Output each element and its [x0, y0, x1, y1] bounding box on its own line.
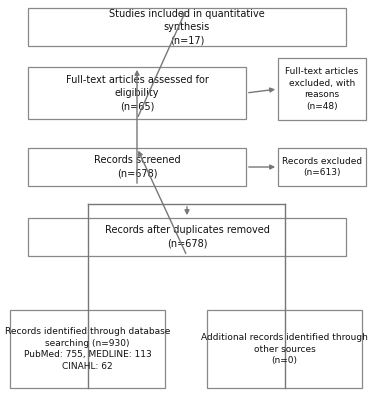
Text: Studies included in quantitative
synthesis
(n=17): Studies included in quantitative synthes… — [109, 9, 265, 45]
Text: Full-text articles
excluded, with
reasons
(n=48): Full-text articles excluded, with reason… — [285, 67, 359, 111]
Text: Full-text articles assessed for
eligibility
(n=65): Full-text articles assessed for eligibil… — [66, 75, 208, 111]
Text: Additional records identified through
other sources
(n=0): Additional records identified through ot… — [201, 333, 368, 365]
Bar — [28, 67, 246, 119]
Bar — [28, 8, 346, 46]
Bar — [10, 310, 165, 388]
Bar — [207, 310, 362, 388]
Bar — [278, 58, 366, 120]
Bar — [28, 148, 246, 186]
Text: Records identified through database
searching (n=930)
PubMed: 755, MEDLINE: 113
: Records identified through database sear… — [5, 327, 170, 371]
Bar — [278, 148, 366, 186]
Text: Records screened
(n=678): Records screened (n=678) — [94, 155, 180, 178]
Text: Records excluded
(n=613): Records excluded (n=613) — [282, 156, 362, 178]
Bar — [28, 218, 346, 256]
Text: Records after duplicates removed
(n=678): Records after duplicates removed (n=678) — [104, 226, 270, 248]
